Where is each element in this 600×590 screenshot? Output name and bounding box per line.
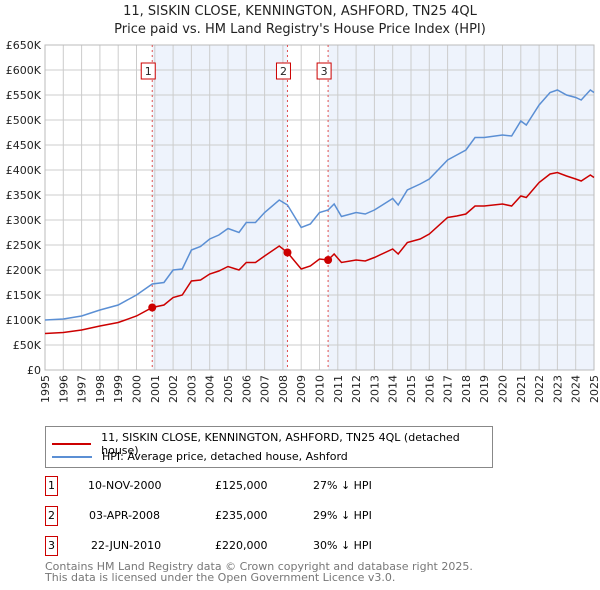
x-tick-label: 2014 (387, 375, 400, 403)
y-tick-label: £100K (6, 314, 42, 327)
sale-date: 10-NOV-2000 (88, 479, 162, 492)
y-tick-label: £500K (6, 114, 42, 127)
sale-price: £235,000 (215, 509, 268, 522)
sale-marker-badge: 3 (45, 536, 58, 556)
sale-label: 3 (321, 65, 328, 78)
x-tick-label: 2005 (222, 375, 235, 403)
y-tick-label: £50K (13, 339, 42, 352)
x-tick-label: 2016 (423, 375, 436, 403)
chart-title: 11, SISKIN CLOSE, KENNINGTON, ASHFORD, T… (123, 4, 477, 19)
x-tick-label: 2024 (570, 375, 583, 403)
footer-copyright: Contains HM Land Registry data © Crown c… (45, 560, 473, 573)
hpi-line (44, 89, 595, 321)
x-tick-label: 2002 (167, 375, 180, 403)
sale-row: 2 03-APR-2008 £235,000 29% ↓ HPI (45, 506, 445, 526)
sale-date: 03-APR-2008 (89, 509, 161, 522)
sale-point (283, 248, 292, 257)
property-line (44, 171, 595, 335)
x-tick-label: 2018 (460, 375, 473, 403)
sale-row: 1 10-NOV-2000 £125,000 27% ↓ HPI (45, 476, 445, 496)
sale-marker-badge: 1 (45, 476, 58, 496)
sale-hpi-diff: 27% ↓ HPI (313, 479, 372, 492)
plot-border (44, 44, 595, 371)
x-tick-label: 2011 (332, 375, 345, 403)
legend-swatch-hpi (52, 455, 92, 458)
x-tick-label: 2012 (350, 375, 363, 403)
legend-label-property: 11, SISKIN CLOSE, KENNINGTON, ASHFORD, T… (101, 431, 460, 457)
y-tick-label: £0 (27, 364, 41, 377)
sale-row: 3 22-JUN-2010 £220,000 30% ↓ HPI (45, 536, 445, 556)
x-tick-label: 2021 (515, 375, 528, 403)
y-tick-label: £200K (6, 264, 42, 277)
y-tick-label: £350K (6, 189, 42, 202)
y-tick-label: £400K (6, 164, 42, 177)
x-tick-label: 2013 (368, 375, 381, 403)
shaded-region (328, 45, 594, 370)
y-tick-label: £450K (6, 139, 42, 152)
legend-label-hpi: HPI: Average price, detached house, Ashf… (102, 450, 348, 463)
y-tick-label: £550K (6, 89, 42, 102)
x-tick-label: 2023 (551, 375, 564, 403)
plot-area: 1995 1996 1997 1998 1999 2000 2001 2002 2003 2004… (6, 39, 600, 403)
x-tick-label: 2006 (240, 375, 253, 403)
sale-date: 22-JUN-2010 (91, 539, 162, 552)
sale-label: 1 (145, 65, 152, 78)
sale-label: 2 (280, 65, 287, 78)
sale-marker-badge: 2 (45, 506, 58, 526)
y-tick-label: £650K (6, 39, 42, 52)
x-tick-label: 2008 (277, 375, 290, 403)
x-tick-label: 2025 (588, 375, 600, 403)
x-tick-label: 2009 (295, 375, 308, 403)
legend: 11, SISKIN CLOSE, KENNINGTON, ASHFORD, T… (45, 426, 493, 468)
sale-price: £125,000 (215, 479, 268, 492)
x-tick-label: 2004 (204, 375, 217, 403)
x-tick-label: 1999 (112, 375, 125, 403)
x-tick-label: 2003 (185, 375, 198, 403)
x-tick-label: 2015 (405, 375, 418, 403)
x-tick-label: 1998 (94, 375, 107, 403)
sale-label-box (275, 62, 291, 80)
sale-hpi-diff: 30% ↓ HPI (313, 539, 372, 552)
x-tick-label: 2007 (259, 375, 272, 403)
legend-swatch-property (52, 443, 92, 445)
sale-label-box (140, 62, 156, 80)
x-tick-label: 2020 (497, 375, 510, 403)
shaded-region (152, 45, 288, 370)
footer-licence: This data is licensed under the Open Gov… (45, 571, 396, 584)
y-tick-label: £250K (6, 239, 42, 252)
sale-hpi-diff: 29% ↓ HPI (313, 509, 372, 522)
sale-point (324, 256, 333, 264)
sale-label-box (316, 62, 332, 80)
x-tick-label: 1996 (57, 375, 70, 403)
x-tick-label: 2017 (442, 375, 455, 403)
y-tick-label: £600K (6, 64, 42, 77)
y-tick-label: £150K (6, 289, 42, 302)
x-tick-label: 2000 (131, 375, 144, 403)
sale-point (148, 303, 157, 312)
sale-price: £220,000 (215, 539, 268, 552)
x-tick-label: 2001 (149, 375, 162, 403)
x-tick-label: 1997 (76, 375, 89, 403)
x-tick-label: 1995 (39, 375, 52, 403)
x-tick-label: 2022 (533, 375, 546, 403)
x-tick-label: 2010 (314, 375, 327, 403)
y-tick-label: £300K (6, 214, 42, 227)
chart-subtitle: Price paid vs. HM Land Registry's House … (114, 22, 486, 37)
x-tick-label: 2019 (478, 375, 491, 403)
